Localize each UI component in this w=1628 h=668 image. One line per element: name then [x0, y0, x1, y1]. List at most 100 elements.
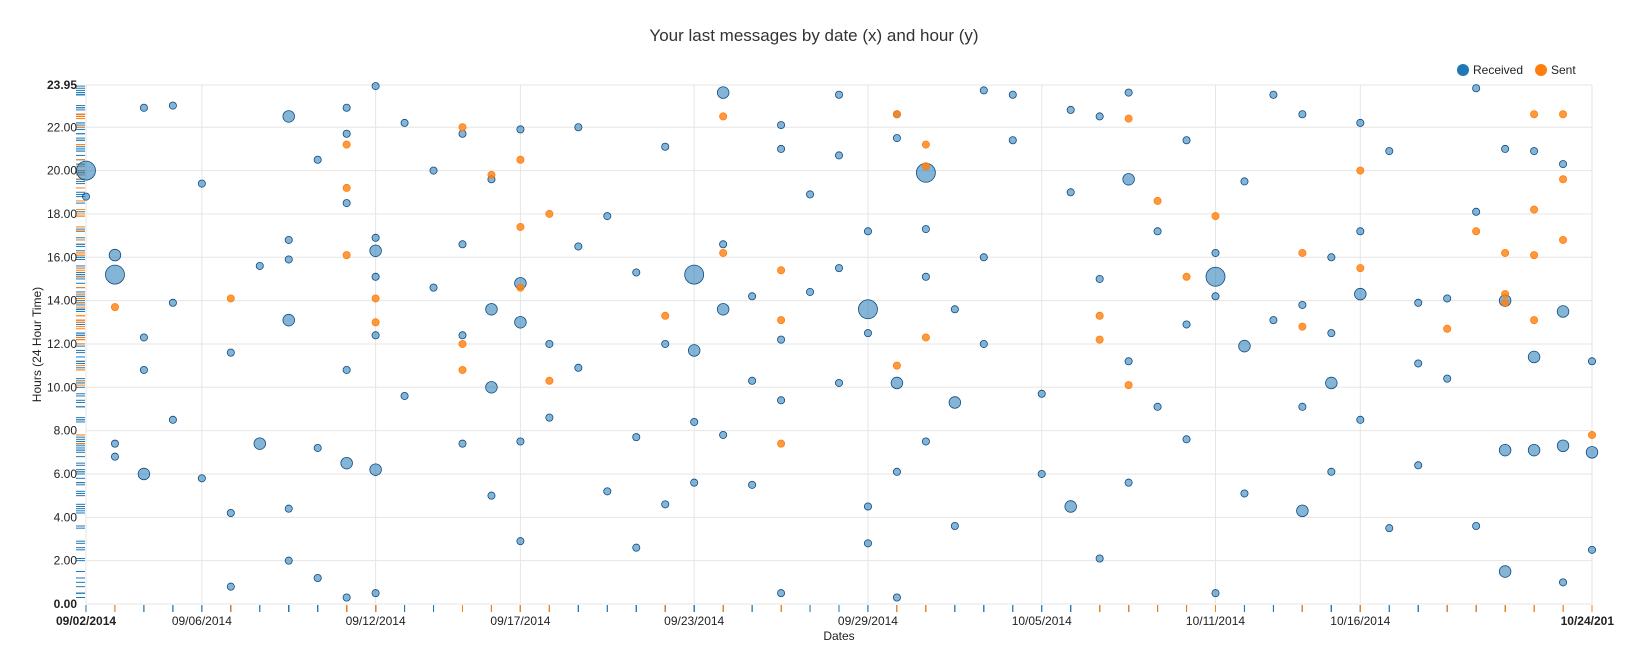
received-point	[1298, 110, 1307, 119]
received-point	[1095, 554, 1104, 563]
received-point	[1298, 402, 1307, 411]
sent-point	[1182, 272, 1191, 281]
received-point	[684, 264, 705, 285]
received-point	[1556, 305, 1570, 318]
sent-point	[719, 248, 728, 257]
received-point	[458, 240, 467, 249]
sent-point	[1559, 175, 1568, 184]
received-point	[400, 391, 409, 400]
received-point	[1124, 478, 1133, 487]
received-point	[1498, 443, 1512, 457]
sent-point	[777, 439, 786, 448]
received-point	[806, 190, 815, 199]
sent-point	[1530, 316, 1539, 325]
received-point	[950, 521, 959, 530]
received-point	[1325, 376, 1338, 390]
x-rug	[85, 605, 1593, 612]
legend-item-sent[interactable]: Sent	[1535, 63, 1576, 77]
y-axis-title: Hours (24 Hour Time)	[30, 287, 44, 402]
received-point	[168, 298, 177, 307]
received-point	[342, 129, 351, 138]
received-point	[139, 103, 148, 112]
received-point	[661, 500, 670, 509]
received-point	[105, 264, 125, 285]
sent-point	[1211, 212, 1220, 221]
received-point	[1269, 316, 1278, 325]
received-point	[892, 467, 901, 476]
received-point	[1066, 105, 1075, 114]
sent-point	[487, 170, 496, 179]
received-point	[76, 160, 96, 181]
received-point	[1472, 521, 1481, 530]
received-point	[1037, 389, 1046, 398]
received-point	[340, 456, 353, 470]
x-tick-label: 10/16/2014	[1330, 614, 1390, 628]
sent-point	[1124, 381, 1133, 390]
received-point	[1296, 504, 1309, 518]
received-point	[719, 240, 728, 249]
sent-point	[1095, 335, 1104, 344]
received-point	[661, 339, 670, 348]
sent-point	[892, 361, 901, 370]
received-point	[485, 303, 498, 316]
sent-point	[1530, 205, 1539, 214]
received-point	[1122, 173, 1135, 186]
received-point	[890, 376, 904, 390]
sent-point	[226, 294, 235, 303]
received-point	[632, 268, 641, 277]
sent-point	[1356, 166, 1365, 175]
received-point	[342, 199, 351, 208]
received-point	[1205, 266, 1226, 287]
received-point	[858, 299, 878, 320]
received-point	[574, 242, 583, 251]
received-point	[863, 539, 872, 548]
legend[interactable]: Received Sent	[1457, 63, 1576, 77]
received-point	[371, 589, 380, 598]
received-point	[1327, 253, 1336, 262]
received-point	[835, 378, 844, 387]
received-point	[1124, 357, 1133, 366]
received-point	[921, 225, 930, 234]
grid	[85, 84, 1593, 605]
received-point	[371, 233, 380, 242]
received-point	[921, 272, 930, 281]
received-point	[806, 287, 815, 296]
received-point	[1472, 84, 1481, 93]
received-point	[748, 376, 757, 385]
data-points	[76, 82, 1599, 602]
received-point	[313, 443, 322, 452]
legend-item-received[interactable]: Received	[1457, 63, 1523, 77]
received-point	[603, 487, 612, 496]
received-point	[948, 396, 962, 409]
received-point	[777, 396, 786, 405]
received-point	[1443, 374, 1452, 383]
y-tick-label: 6.00	[54, 467, 78, 481]
sent-point	[892, 110, 901, 119]
received-point	[1356, 118, 1365, 127]
sent-point	[342, 140, 351, 149]
received-point	[1182, 320, 1191, 329]
received-point	[342, 365, 351, 374]
received-point	[1238, 339, 1251, 353]
received-point	[1064, 500, 1077, 513]
received-point	[168, 415, 177, 424]
received-point	[342, 103, 351, 112]
received-point	[284, 504, 293, 513]
sent-point	[1298, 248, 1307, 257]
received-point	[1182, 136, 1191, 145]
received-point	[284, 556, 293, 565]
received-point	[1559, 578, 1568, 587]
x-tick-label: 10/11/2014	[1186, 614, 1245, 628]
received-point	[1530, 147, 1539, 156]
received-point	[716, 303, 730, 316]
received-point	[110, 439, 119, 448]
received-point	[545, 413, 554, 422]
x-tick-label: 09/29/2014	[838, 614, 898, 628]
y-tick-label: 16.00	[47, 250, 77, 264]
sent-point	[1530, 251, 1539, 260]
received-point	[748, 480, 757, 489]
sent-point	[1095, 311, 1104, 320]
received-point	[835, 151, 844, 160]
received-point	[1037, 469, 1046, 478]
sent-point	[371, 318, 380, 327]
